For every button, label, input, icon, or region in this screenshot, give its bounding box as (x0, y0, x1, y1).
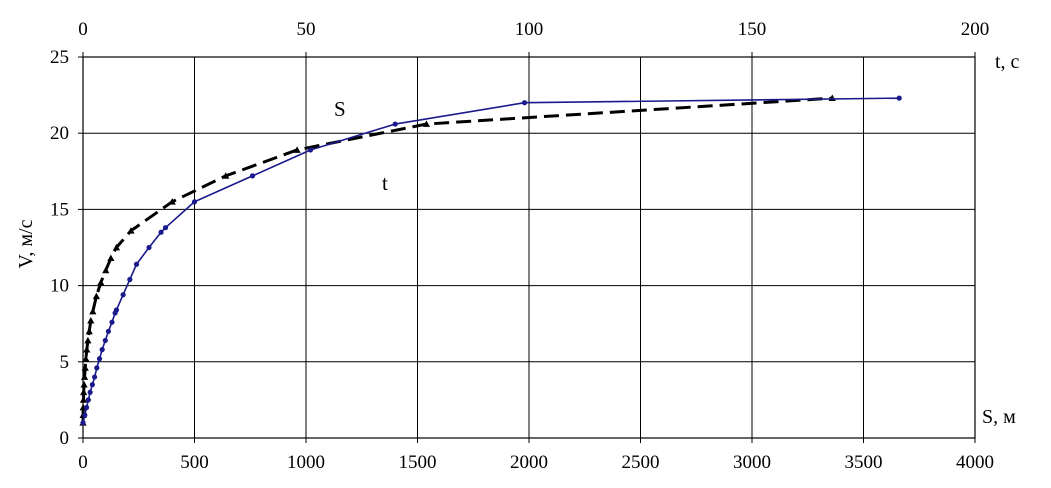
data-point-S (80, 388, 88, 396)
data-point-t (94, 365, 100, 371)
x-top-tick-label: 150 (738, 19, 767, 40)
y-tick-label: 25 (50, 47, 69, 68)
data-point-t (896, 95, 902, 101)
x-bottom-tick-label: 2000 (510, 452, 548, 473)
data-point-t (113, 307, 120, 313)
data-point-S (80, 381, 88, 388)
data-point-S (97, 278, 105, 286)
curve-label-s: S (334, 97, 346, 121)
x-bottom-tick-label: 3500 (845, 452, 883, 473)
data-point-t (99, 347, 105, 353)
series-line-S (81, 96, 833, 423)
y-tick-label: 5 (60, 352, 70, 373)
data-point-S (112, 243, 121, 251)
data-point-t (249, 173, 256, 179)
data-point-t (307, 147, 314, 153)
x-top-axis-title: t, с (995, 51, 1020, 73)
x-bottom-tick-label: 0 (78, 452, 88, 473)
data-point-t (133, 261, 140, 267)
data-point-t (102, 337, 108, 344)
series (79, 94, 902, 426)
x-top-tick-label: 0 (78, 19, 88, 40)
data-point-t (96, 356, 103, 362)
data-point-t (392, 121, 398, 127)
data-point-S (102, 266, 110, 274)
data-point-S (222, 172, 230, 179)
data-point-t (109, 319, 115, 325)
data-point-t (80, 420, 86, 426)
y-tick-label: 0 (60, 428, 70, 449)
data-point-S (84, 336, 92, 344)
x-bottom-tick-label: 2500 (622, 452, 660, 473)
data-point-S (81, 364, 89, 371)
y-tick-label: 10 (50, 276, 69, 297)
x-top-tick-label: 100 (515, 19, 544, 40)
data-point-t (521, 100, 528, 106)
data-point-t (127, 276, 133, 283)
y-tick-label: 20 (50, 123, 69, 144)
data-point-t (191, 199, 198, 205)
data-point-t (91, 374, 98, 380)
x-bottom-tick-label: 3000 (733, 452, 771, 473)
data-point-S (422, 120, 431, 127)
x-top-tick-label: 200 (961, 19, 990, 40)
data-point-t (120, 292, 126, 298)
x-bottom-tick-label: 1000 (287, 452, 325, 473)
data-point-t (146, 244, 152, 251)
grid (78, 52, 976, 443)
data-point-t (105, 328, 112, 334)
data-point-t (85, 397, 91, 403)
data-point-t (158, 229, 164, 235)
data-point-S (83, 346, 91, 353)
series-line-t (82, 97, 900, 423)
data-point-S (85, 327, 93, 335)
data-point-S (87, 317, 95, 324)
x-bottom-tick-label: 1500 (399, 452, 437, 473)
data-point-S (80, 373, 89, 380)
data-point-t (89, 382, 95, 388)
x-top-tick-label: 50 (297, 19, 316, 40)
y-tick-label: 15 (50, 199, 69, 220)
x-bottom-axis-title: S, м (982, 406, 1016, 428)
x-bottom-tick-label: 500 (180, 452, 209, 473)
data-point-t (87, 389, 93, 395)
x-bottom-tick-label: 4000 (956, 452, 994, 473)
data-point-t (83, 404, 90, 411)
data-point-S (168, 198, 176, 205)
data-point-S (127, 227, 135, 234)
data-point-S (79, 396, 88, 403)
data-point-S (82, 355, 90, 362)
data-point-S (293, 146, 301, 153)
data-point-S (107, 254, 115, 262)
curve-label-t: t (382, 171, 388, 195)
data-point-S (89, 307, 97, 315)
data-point-t (82, 412, 88, 418)
data-point-S (92, 292, 100, 300)
y-axis-title: V, м/с (15, 219, 37, 268)
data-point-t (162, 225, 169, 231)
